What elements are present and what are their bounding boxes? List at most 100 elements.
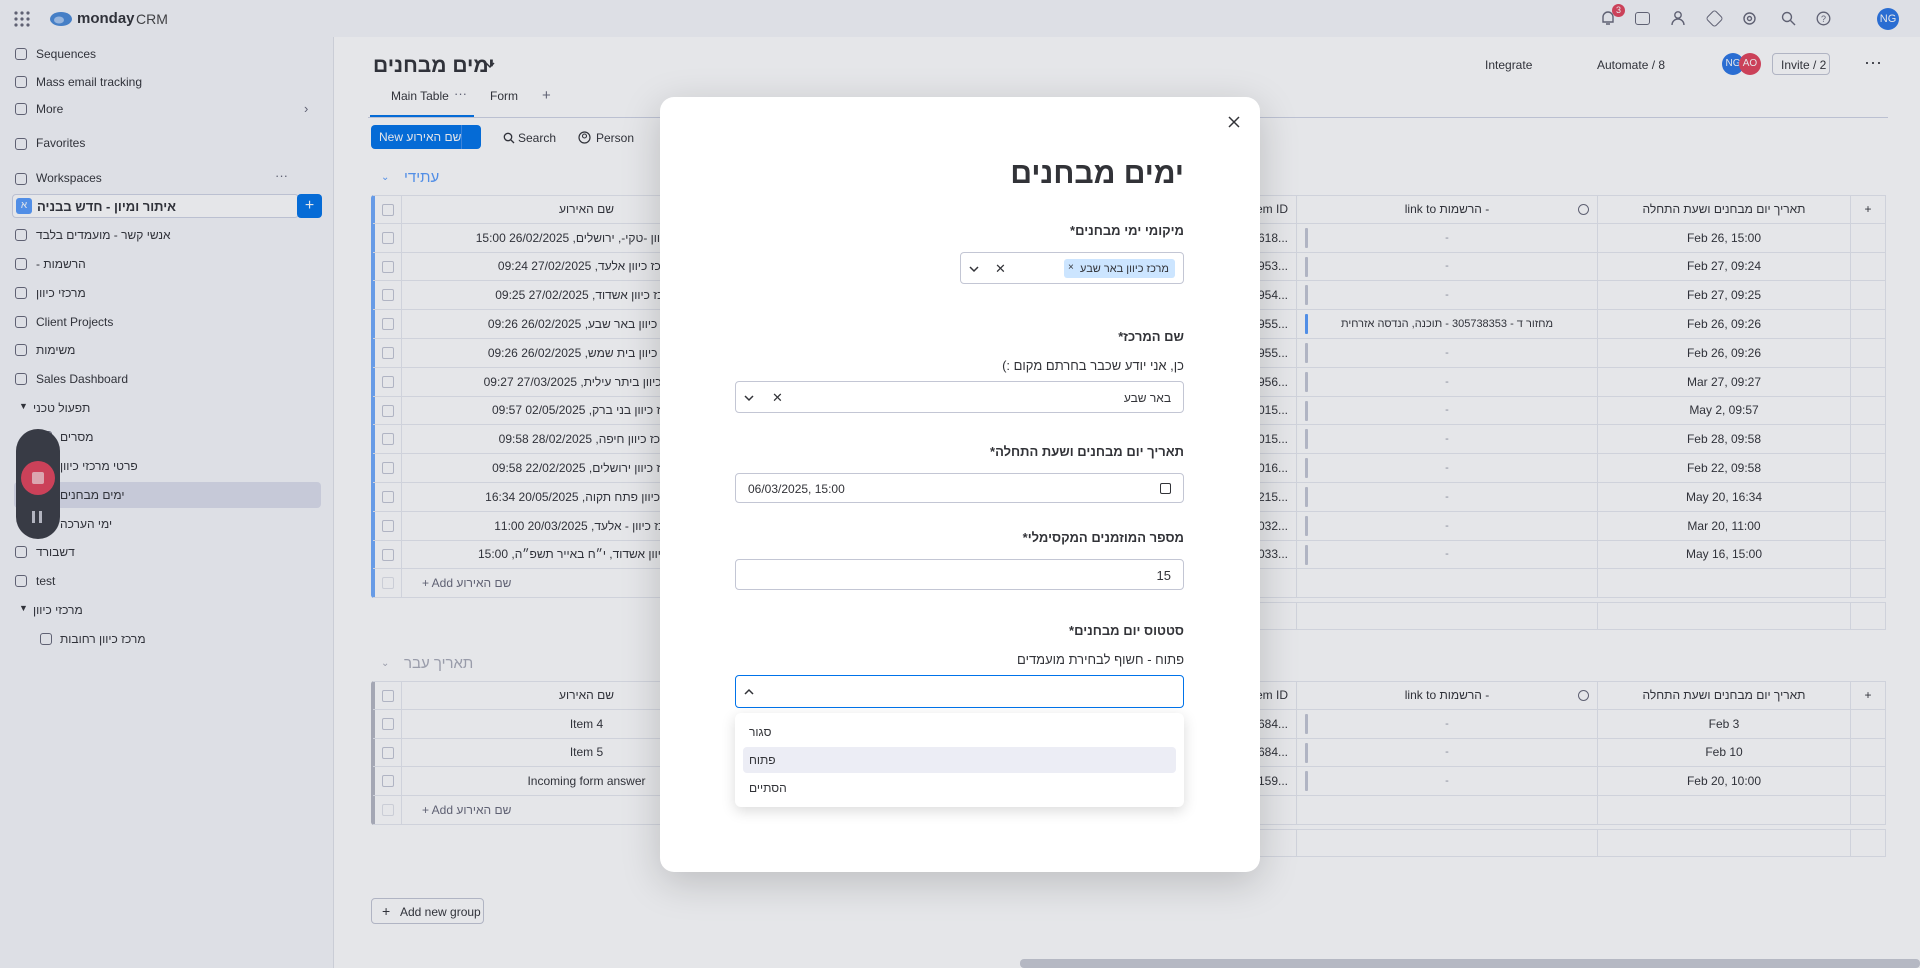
nav-link[interactable]: Mass email tracking: [36, 75, 143, 89]
group-toggle[interactable]: ⌄: [381, 172, 390, 183]
automate-button[interactable]: Automate / 8: [1597, 58, 1666, 72]
checkbox[interactable]: [382, 775, 394, 788]
group-title[interactable]: תאריך עבר: [404, 655, 474, 672]
calendar-icon[interactable]: [1160, 483, 1171, 494]
item-name[interactable]: מרכז כיוון בני ברק, 02/05/2025 09:57: [492, 403, 681, 418]
column-title[interactable]: link to הרשמות -: [1404, 688, 1490, 703]
clear-button[interactable]: ✕: [995, 261, 1006, 276]
item-name[interactable]: מרכז כיוון באר שבע, 26/02/2025 09:26: [487, 317, 686, 332]
add-item[interactable]: + Add שם האירוע: [422, 576, 512, 591]
chevron-down[interactable]: [744, 394, 754, 402]
workspaces-header[interactable]: Workspaces: [36, 171, 102, 185]
folder-toggle[interactable]: ▼: [19, 603, 28, 614]
notifications-icon[interactable]: [1600, 10, 1616, 27]
checkbox[interactable]: [382, 462, 394, 475]
search-button[interactable]: Search: [518, 131, 557, 145]
chip-remove[interactable]: ×: [1068, 262, 1074, 273]
group-title[interactable]: עתידי: [404, 169, 440, 186]
chip[interactable]: × מרכז כיוון באר שבע: [1064, 259, 1175, 278]
user-avatar[interactable]: NG: [1877, 8, 1899, 30]
inbox-icon[interactable]: [1635, 12, 1650, 25]
chevron-up[interactable]: [744, 688, 754, 696]
integrate-button[interactable]: Integrate: [1485, 58, 1533, 72]
invite-icon[interactable]: [1671, 10, 1687, 26]
board-menu[interactable]: ···: [1864, 52, 1882, 72]
checkbox[interactable]: [382, 746, 394, 759]
dropdown-option[interactable]: הסתיים: [743, 775, 1176, 801]
tab[interactable]: Main Table: [391, 89, 449, 103]
favorites-header[interactable]: Favorites: [36, 136, 86, 150]
invite-button[interactable]: Invite / 2: [1772, 53, 1830, 75]
nav-link[interactable]: Sequences: [36, 47, 97, 61]
board-link[interactable]: ימים מבחנים: [60, 487, 125, 502]
pause-bar[interactable]: [32, 511, 35, 523]
member-avatar[interactable]: AO: [1739, 53, 1761, 75]
title-chevron[interactable]: [484, 60, 496, 70]
board-link[interactable]: דשבורד: [36, 545, 75, 560]
tab-menu[interactable]: ···: [454, 86, 467, 101]
board-link[interactable]: ימי הערכה: [60, 516, 113, 531]
checkbox[interactable]: [382, 204, 394, 216]
person-filter[interactable]: Person: [596, 131, 635, 145]
chevron-down[interactable]: [969, 265, 979, 273]
dropdown-option[interactable]: פתוח: [743, 747, 1176, 773]
board-link[interactable]: אנשי קשר - מועמדים בלבד: [36, 228, 171, 242]
item-name[interactable]: Item 5: [569, 745, 604, 760]
checkbox[interactable]: [382, 289, 394, 302]
board-link[interactable]: Sales Dashboard: [36, 372, 129, 387]
folder[interactable]: תפעול טכני: [33, 401, 91, 416]
new-item-button[interactable]: New שם האירוע: [371, 125, 481, 149]
item-name[interactable]: מרכז כיוון - אלעד, 20/03/2025 11:00: [494, 518, 679, 533]
add-item[interactable]: + Add שם האירוע: [422, 803, 512, 818]
add-view[interactable]: +: [542, 87, 551, 104]
item-name[interactable]: מרכז כיוון אלעד, 27/02/2025 09:24: [497, 259, 676, 274]
item-name[interactable]: מרכז כיוון בית שמש, 26/02/2025 09:26: [487, 345, 686, 360]
workspace-selector[interactable]: א איתור ומיון - חדש בבניה: [12, 194, 299, 218]
checkbox[interactable]: [382, 231, 394, 244]
column-title[interactable]: תאריך יום מבחנים ושעת התחלה: [1642, 202, 1806, 217]
close-button[interactable]: [1228, 116, 1240, 128]
checkbox[interactable]: [382, 717, 394, 730]
item-name[interactable]: מרכז כיוון ירושלים, 22/02/2025 09:58: [492, 461, 681, 476]
board-link[interactable]: משימות: [36, 343, 76, 358]
date-input[interactable]: 06/03/2025, 15:00: [735, 473, 1184, 503]
checkbox[interactable]: [382, 260, 394, 273]
item-name[interactable]: Incoming form answer: [527, 774, 646, 789]
multi-select[interactable]: × מרכז כיוון באר שבע ✕: [960, 252, 1184, 284]
checkbox[interactable]: [382, 433, 394, 446]
checkbox[interactable]: [382, 318, 394, 331]
checkbox[interactable]: [382, 548, 394, 561]
add-group-button[interactable]: + Add new group: [371, 898, 484, 924]
board-link[interactable]: test: [36, 574, 56, 589]
column-title[interactable]: link to הרשמות -: [1404, 202, 1490, 217]
item-name[interactable]: מרכז כיוון אשדוד, י״ח באייר תשפ״ה, 15:00: [478, 547, 695, 562]
column-title[interactable]: שם האירוע: [558, 202, 614, 217]
pause-bar[interactable]: [39, 511, 42, 523]
board-title[interactable]: ימים מבחנים: [373, 54, 495, 77]
item-name[interactable]: Item 4: [569, 716, 604, 731]
column-title[interactable]: שם האירוע: [558, 688, 614, 703]
board-link[interactable]: - הרשמות: [36, 256, 86, 271]
checkbox[interactable]: [382, 375, 394, 388]
board-link[interactable]: פרטי מרכזי כיוון: [60, 458, 138, 473]
folder-toggle[interactable]: ▼: [19, 401, 28, 412]
checkbox[interactable]: [382, 404, 394, 417]
stop-recording[interactable]: [21, 461, 55, 495]
clear-button[interactable]: ✕: [772, 390, 783, 405]
board-link[interactable]: מסרים: [60, 429, 94, 444]
tab[interactable]: Form: [490, 89, 518, 103]
number-input[interactable]: 15: [735, 559, 1184, 590]
checkbox[interactable]: [382, 690, 394, 702]
select[interactable]: ✕ באר שבע: [735, 381, 1184, 413]
member-avatar[interactable]: NG: [1722, 53, 1744, 75]
nav-link[interactable]: More: [36, 102, 64, 116]
apps-grid-icon[interactable]: [14, 11, 30, 27]
group-toggle[interactable]: ⌄: [381, 658, 390, 669]
horizontal-scrollbar[interactable]: [1020, 959, 1920, 968]
checkbox[interactable]: [382, 491, 394, 503]
search-icon[interactable]: [1781, 11, 1796, 26]
item-name[interactable]: מרכז כיוון אשדוד, 27/02/2025 09:25: [495, 288, 678, 303]
help-icon[interactable]: ?: [1816, 11, 1831, 26]
checkbox[interactable]: [382, 519, 394, 532]
board-link[interactable]: מרכז כיוון רחובות: [60, 631, 146, 646]
